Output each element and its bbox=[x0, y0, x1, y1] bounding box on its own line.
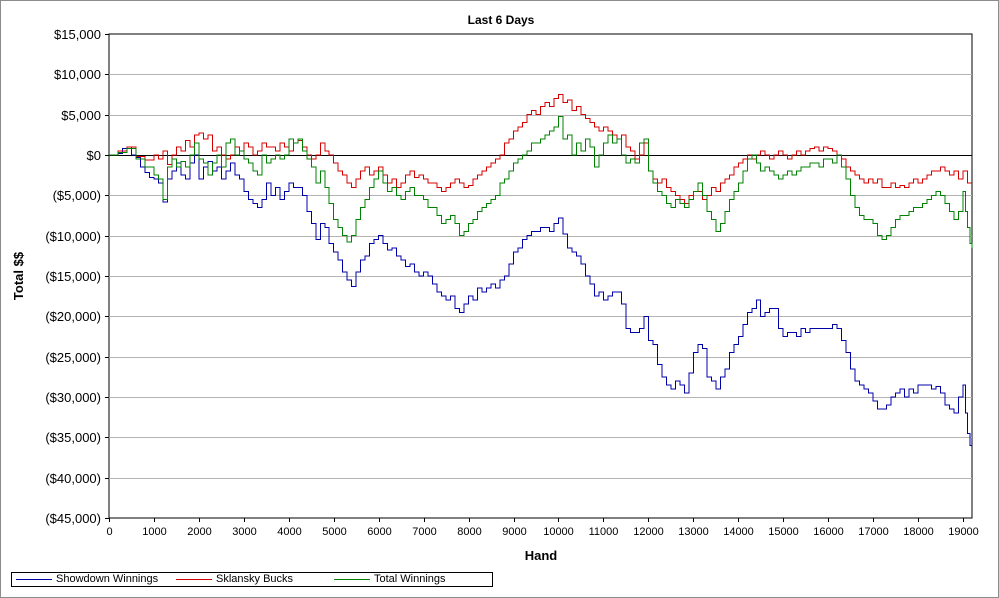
legend-label: Total Winnings bbox=[374, 573, 446, 585]
x-tick-label: 7000 bbox=[412, 526, 436, 538]
x-tick-label: 16000 bbox=[813, 526, 844, 538]
y-tick-label: ($45,000) bbox=[45, 511, 101, 526]
chart-title: Last 6 Days bbox=[468, 13, 535, 27]
x-tick-label: 17000 bbox=[858, 526, 889, 538]
y-tick-label: $5,000 bbox=[61, 108, 101, 123]
legend-swatch bbox=[334, 579, 370, 580]
series-line-total-winnings bbox=[109, 115, 973, 248]
x-tick-label: 0 bbox=[106, 526, 112, 538]
y-tick-label: ($35,000) bbox=[45, 430, 101, 445]
x-tick-label: 13000 bbox=[678, 526, 709, 538]
legend-swatch bbox=[16, 579, 52, 580]
x-tick-label: 18000 bbox=[903, 526, 934, 538]
y-axis-title: Total $$ bbox=[11, 251, 26, 300]
x-tick-label: 4000 bbox=[277, 526, 301, 538]
y-tick-label: ($5,000) bbox=[53, 188, 101, 203]
chart-svg: $15,000 $10,000 $5,000 $0 ($5,000) ($10,000) (… bbox=[11, 13, 979, 563]
legend-label: Sklansky Bucks bbox=[216, 573, 294, 585]
x-tick-label: 2000 bbox=[187, 526, 211, 538]
y-tick-label: ($20,000) bbox=[45, 309, 101, 324]
y-tick-label: ($15,000) bbox=[45, 269, 101, 284]
series-line-showdown-winnings bbox=[109, 146, 972, 446]
legend-swatch bbox=[176, 579, 212, 580]
x-tick-label: 11000 bbox=[589, 526, 619, 538]
y-tick-label: $15,000 bbox=[54, 27, 101, 42]
x-tick-label: 10000 bbox=[543, 526, 574, 538]
y-tick-label: ($30,000) bbox=[45, 390, 101, 405]
x-tick-label: 5000 bbox=[322, 526, 346, 538]
y-tick-label: $10,000 bbox=[54, 67, 101, 82]
x-tick-label: 8000 bbox=[457, 526, 481, 538]
x-tick-label: 6000 bbox=[367, 526, 391, 538]
y-tick-label: ($25,000) bbox=[45, 350, 101, 365]
y-tick-label: ($10,000) bbox=[45, 229, 101, 244]
x-tick-label: 19000 bbox=[948, 526, 979, 538]
x-tick-label: 15000 bbox=[768, 526, 799, 538]
grid-lines bbox=[109, 74, 972, 479]
legend-label: Showdown Winnings bbox=[56, 573, 159, 585]
x-tick-label: 12000 bbox=[633, 526, 664, 538]
x-tick-label: 3000 bbox=[232, 526, 256, 538]
series-layer bbox=[109, 94, 973, 446]
x-axis-title: Hand bbox=[525, 548, 558, 563]
series-line-sklansky-bucks bbox=[109, 94, 972, 204]
y-tick-label: $0 bbox=[87, 148, 101, 163]
chart-legend: Showdown Winnings Sklansky Bucks Total W… bbox=[11, 572, 493, 587]
x-tick-label: 1000 bbox=[142, 526, 166, 538]
axis-layer: $15,000 $10,000 $5,000 $0 ($5,000) ($10,000) (… bbox=[45, 27, 978, 538]
x-tick-label: 9000 bbox=[502, 526, 526, 538]
y-tick-label: ($40,000) bbox=[45, 471, 101, 486]
x-tick-label: 14000 bbox=[723, 526, 754, 538]
